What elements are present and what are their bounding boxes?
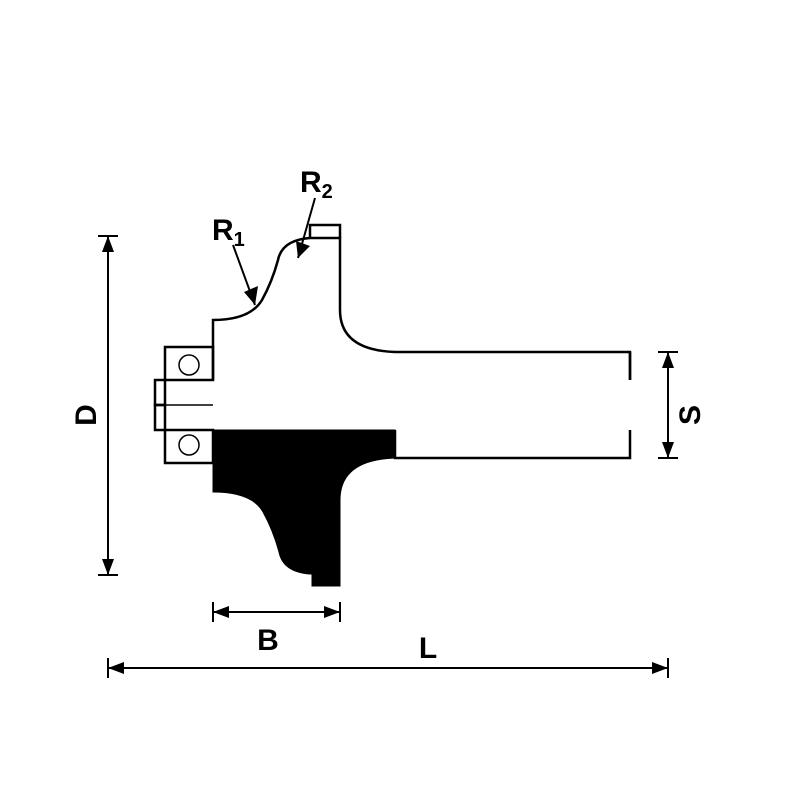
label-S: S (674, 405, 707, 425)
label-r1: R1 (212, 214, 245, 251)
label-B: B (257, 624, 279, 657)
dimension-S: S (658, 352, 707, 458)
label-r2: R2 (300, 166, 333, 203)
carbide-tip (213, 430, 395, 586)
label-D: D (70, 404, 103, 426)
router-bit-diagram: R1 R2 D S B L (0, 0, 800, 800)
dimension-B: B (213, 602, 340, 657)
label-L: L (419, 632, 437, 665)
dimension-L: L (108, 632, 668, 678)
dimension-D: D (70, 236, 118, 575)
r2-pointer: R2 (296, 166, 333, 258)
bit-outline-top (155, 225, 630, 405)
r1-pointer: R1 (212, 214, 258, 305)
bit-outline-bottom (155, 405, 630, 586)
